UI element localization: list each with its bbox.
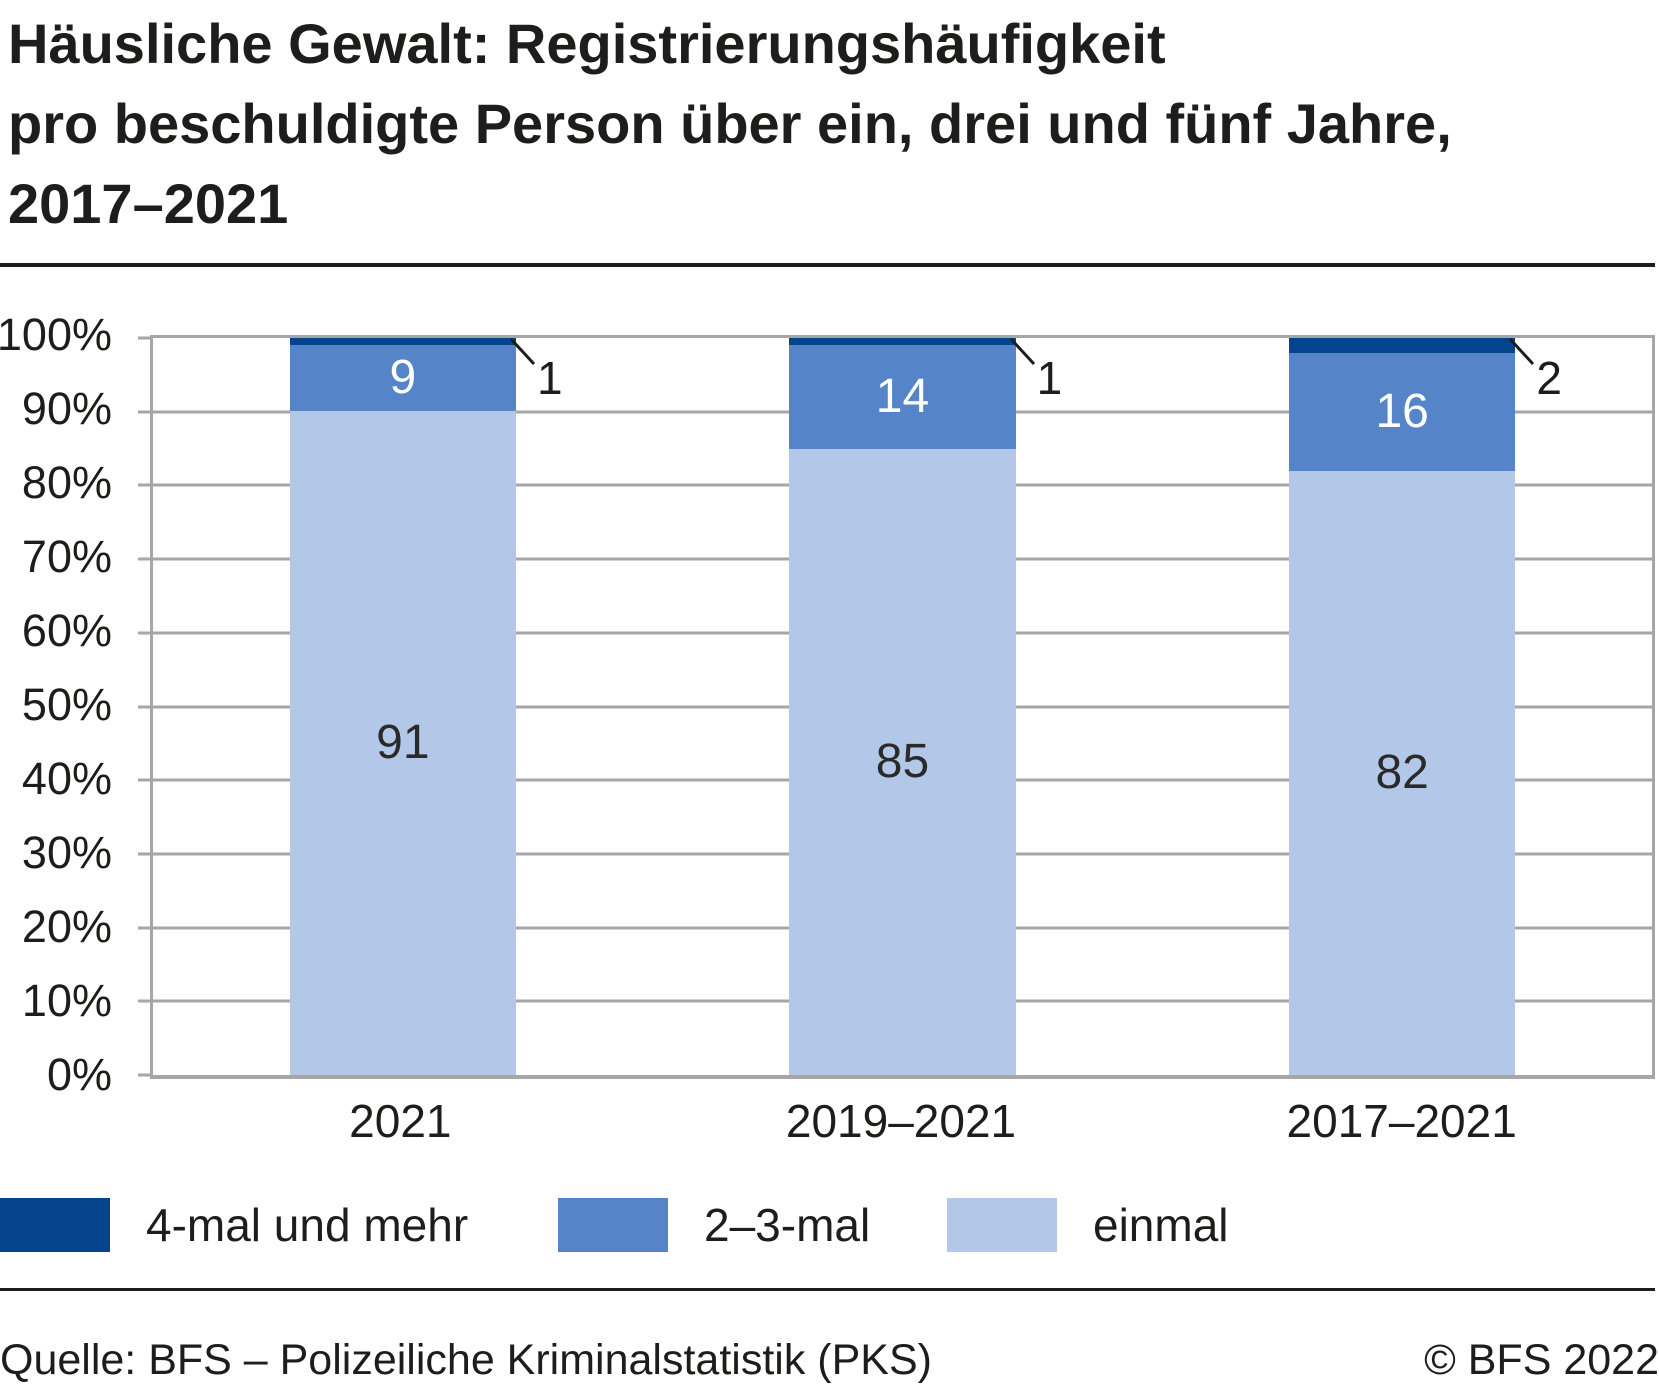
callout-line	[509, 337, 536, 366]
y-tick	[138, 926, 150, 930]
y-tick	[138, 336, 150, 340]
y-axis-labels: 0% 10% 20% 30% 40% 50% 60% 70% 80% 90% 100%	[0, 309, 112, 1100]
legend-label: 4-mal und mehr	[146, 1199, 469, 1251]
segment-2–3-mal: 16	[1288, 352, 1516, 471]
y-tick	[138, 999, 150, 1003]
y-tick-label: 40%	[21, 753, 112, 804]
legend-swatch	[558, 1198, 668, 1252]
segment-value-label: 91	[376, 715, 430, 769]
y-tick	[138, 705, 150, 708]
segment-value-label: 9	[389, 351, 417, 405]
legend-item: 4-mal und mehr	[0, 1198, 468, 1252]
x-category-label: 2021	[349, 1095, 452, 1147]
bar-2019–2021: 1 14 85	[789, 337, 1062, 1075]
y-tick	[138, 852, 150, 856]
x-category-label: 2017–2021	[1286, 1095, 1517, 1147]
legend-item: 2–3-mal	[558, 1198, 870, 1252]
title-divider	[0, 263, 1655, 267]
source-text: Quelle: BFS – Polizeiliche Kriminalstati…	[0, 1336, 932, 1384]
y-tick-label: 30%	[21, 827, 112, 878]
y-tick-label: 60%	[21, 605, 112, 656]
y-tick	[138, 483, 150, 487]
bar-2021: 1 9 91	[289, 337, 563, 1075]
legend-label: 2–3-mal	[704, 1199, 871, 1251]
callout-label: 2	[1508, 337, 1562, 401]
y-tick	[138, 557, 150, 561]
y-tick-label: 70%	[21, 531, 112, 582]
footer-divider	[0, 1288, 1655, 1291]
y-tick-label: 100%	[0, 309, 112, 360]
bar-2017–2021: 2 16 82	[1288, 337, 1562, 1075]
x-axis-labels: 2021 2019–2021 2017–2021	[150, 1095, 1652, 1155]
legend-swatch	[947, 1198, 1057, 1252]
segment-value-label: 16	[1375, 384, 1429, 438]
y-tick-label: 50%	[21, 679, 112, 730]
y-tick-label: 80%	[21, 457, 112, 508]
y-tick	[138, 410, 150, 414]
segment-einmal: 91	[289, 410, 516, 1075]
legend: 4-mal und mehr 2–3-mal einmal	[0, 1198, 1659, 1252]
x-category-label: 2019–2021	[785, 1095, 1017, 1147]
segment-value-label: 1	[537, 352, 563, 404]
segment-value-label: 2	[1536, 352, 1562, 404]
bars: 1 9 91 1 14 85 2 16 82	[153, 337, 1652, 1075]
segment-einmal: 82	[1288, 470, 1516, 1075]
callout-label: 1	[1009, 337, 1063, 404]
legend-label: einmal	[1093, 1199, 1229, 1251]
segment-value-label: 85	[875, 734, 930, 788]
segment-2–3-mal: 9	[289, 345, 516, 411]
callout-line	[1509, 337, 1535, 366]
y-tick	[138, 631, 150, 635]
segment-value-label: 1	[1036, 352, 1063, 404]
y-tick	[138, 778, 150, 782]
y-tick-label: 90%	[21, 383, 112, 434]
footer: Quelle: BFS – Polizeiliche Kriminalstati…	[0, 1336, 1659, 1384]
legend-item: einmal	[947, 1198, 1229, 1252]
y-tick-label: 0%	[46, 1049, 112, 1100]
copyright-text: © BFS 2022	[1424, 1336, 1659, 1384]
segment-einmal: 85	[789, 448, 1016, 1075]
segment-4-mal und mehr	[289, 338, 516, 346]
page-title: Häusliche Gewalt: Registrierungshäufigke…	[8, 12, 1452, 235]
y-tick	[138, 1073, 150, 1077]
segment-4-mal und mehr	[789, 338, 1016, 346]
segment-value-label: 82	[1375, 745, 1429, 799]
segment-4-mal und mehr	[1288, 338, 1516, 353]
segment-2–3-mal: 14	[789, 345, 1016, 449]
plot-area: 1 9 91 1 14 85 2 16 82	[138, 335, 1655, 1079]
legend-swatch	[0, 1198, 110, 1252]
callout-line	[1009, 337, 1035, 366]
y-tick-label: 10%	[21, 975, 112, 1026]
segment-value-label: 14	[875, 369, 930, 423]
y-tick-label: 20%	[21, 901, 112, 952]
callout-label: 1	[509, 337, 563, 401]
